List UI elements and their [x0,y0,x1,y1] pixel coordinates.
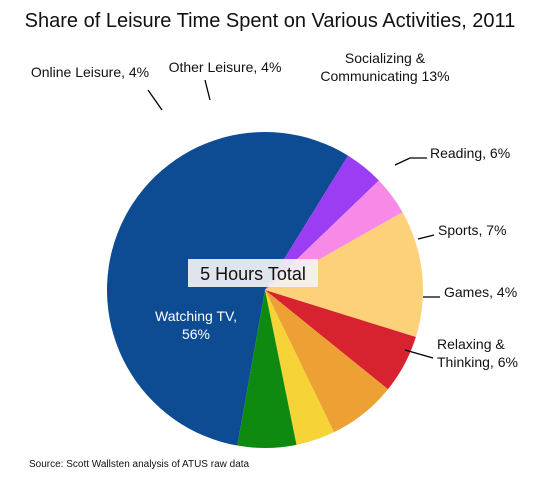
slice-label: Watching TV, 56% [155,308,237,342]
pie-slice [265,212,424,337]
leader-line [417,234,435,240]
source-note: Source: Scott Wallsten analysis of ATUS … [29,459,250,470]
center-label: 5 Hours Total [200,264,306,284]
slice-label: Sports, 7% [438,222,506,238]
chart-title: Share of Leisure Time Spent on Various A… [24,10,516,32]
pie-slice [106,131,349,446]
leader-line [147,89,163,111]
pie-slice [265,290,388,433]
slice-label: Games, 4% [444,284,517,300]
leader-line [394,157,427,166]
pie-slice [237,290,297,449]
pie-slice [265,290,335,445]
leader-line [204,79,211,101]
pie-slice [265,155,379,290]
slice-label: Relaxing & Thinking, 6% [437,336,518,370]
center-label-box [188,259,318,287]
leader-line [404,349,434,359]
slice-label: Other Leisure, 4% [169,59,282,75]
pie-slice [265,290,416,390]
slice-label: Online Leisure, 4% [31,64,149,80]
slice-label: Reading, 6% [430,145,510,161]
slice-label: Socializing & Communicating 13% [320,50,449,84]
